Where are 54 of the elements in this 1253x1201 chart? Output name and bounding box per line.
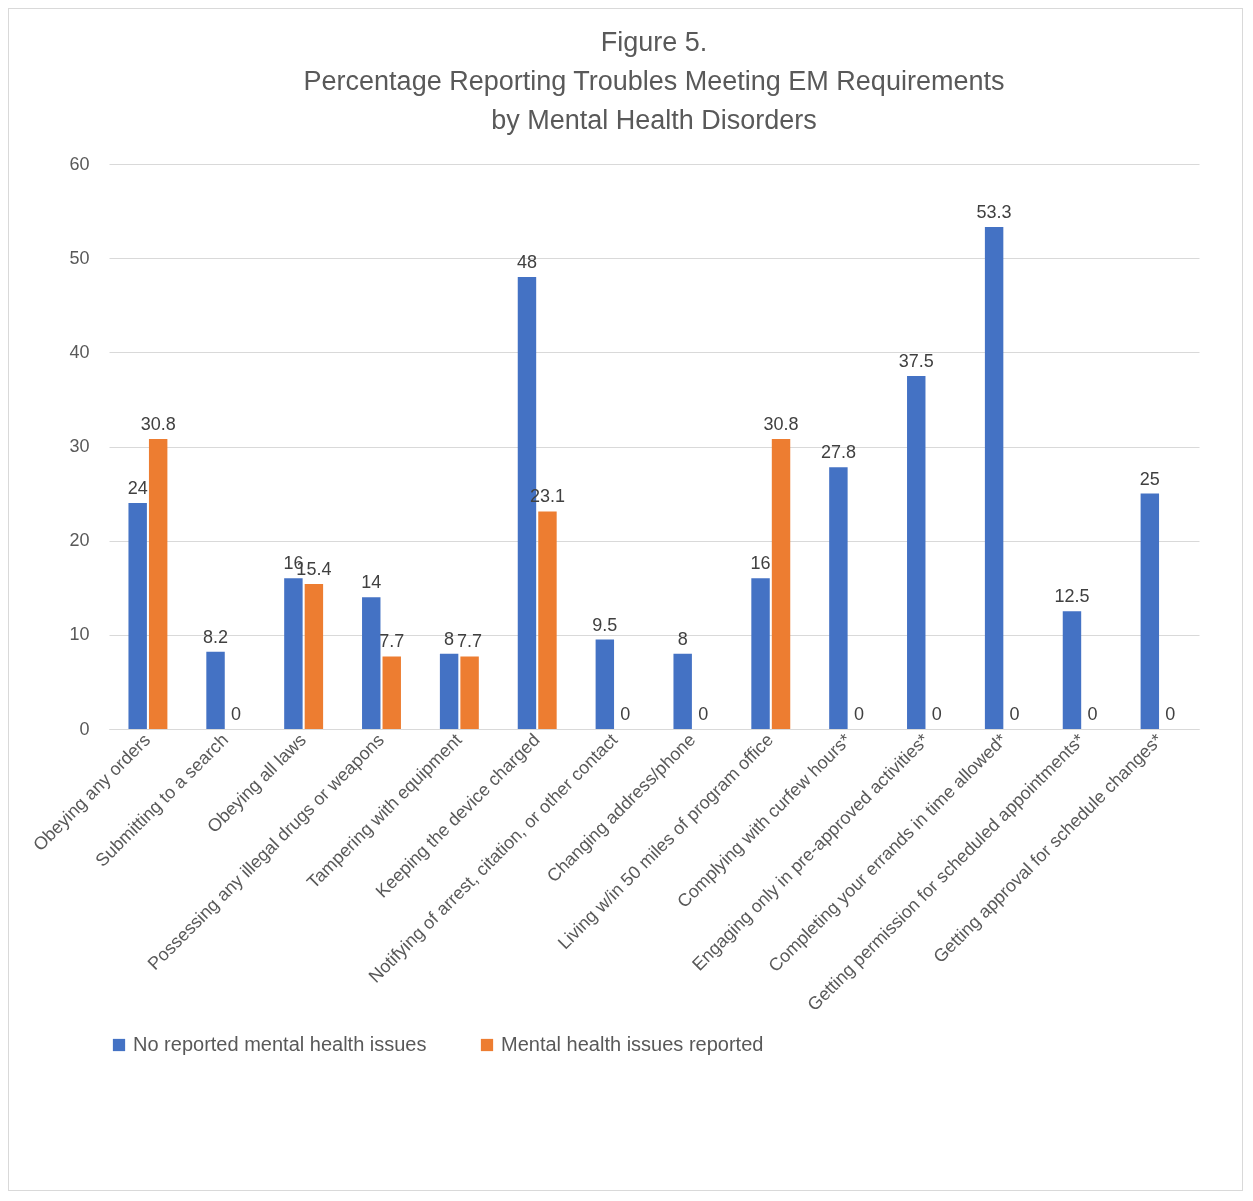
y-tick-label: 30 [69,436,90,456]
data-label: 25 [1139,468,1160,489]
bar [751,578,770,729]
data-label: 0 [620,704,631,724]
bar [284,578,303,729]
y-tick-label: 60 [69,153,90,174]
y-tick-label: 20 [69,530,90,551]
data-label: 0 [1009,704,1020,724]
data-label: 0 [931,704,942,724]
data-label: 37.5 [898,350,934,371]
y-tick-label: 10 [69,624,90,645]
bar [673,653,692,729]
data-label: 30.8 [763,413,799,434]
bar [148,438,168,729]
y-tick-label: 40 [69,341,90,362]
data-label: 14 [361,572,382,593]
data-label: 27.8 [820,442,856,463]
data-label: 53.3 [976,202,1012,223]
bar [1062,611,1082,729]
bar [304,583,324,729]
data-label: 9.5 [592,614,618,635]
legend-label: Mental health issues reported [501,1033,764,1055]
bar [595,639,615,729]
chart-title: Figure 5. Percentage Reporting Troubles Meeting EM Requirements by Mental Health Disorders [303,27,1005,135]
data-label: 30.8 [140,413,176,434]
data-label: 24 [127,478,148,498]
data-label: 0 [853,704,864,724]
data-label: 0 [698,704,709,724]
y-tick-label: 50 [69,247,90,268]
bar [1140,493,1160,729]
data-label: 48 [516,252,537,272]
bar [362,597,381,729]
data-label: 8 [444,628,455,649]
data-label: 0 [231,704,242,724]
y-tick-label: 0 [79,718,90,739]
data-label: 7.7 [379,631,405,652]
data-label: 8.2 [203,626,229,647]
data-label: 0 [1165,704,1176,724]
data-label: 0 [1087,704,1098,724]
bar [984,227,1004,729]
bar [771,438,791,729]
bar [460,656,479,729]
bar [439,653,459,729]
bar [829,467,848,729]
bar [907,375,926,729]
data-label: 12.5 [1054,586,1090,607]
bar [382,656,401,729]
bar [128,503,147,729]
data-label: 8 [677,628,688,649]
bar [538,511,557,729]
data-label: 16 [750,553,771,574]
bar [206,651,225,729]
data-label: 7.7 [457,631,483,652]
legend-label: No reported mental health issues [133,1033,427,1055]
